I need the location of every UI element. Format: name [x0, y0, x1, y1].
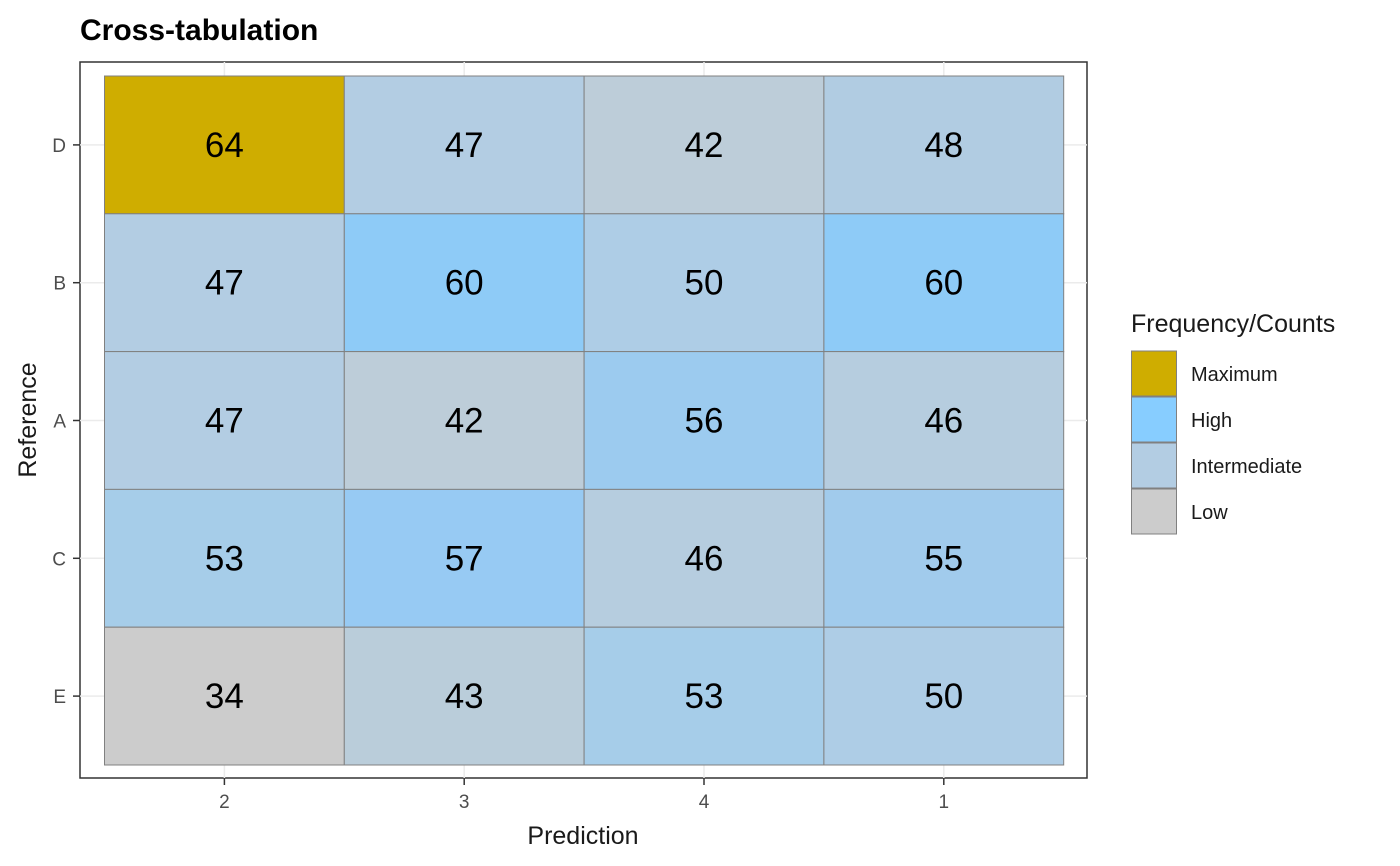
legend-label: Maximum	[1191, 364, 1278, 386]
x-tick-label: 2	[219, 792, 230, 813]
legend-entries: Maximum High Intermediate Low	[1131, 350, 1302, 535]
x-axis-ticks: 2 3 4 1	[219, 778, 949, 813]
heatmap-cells	[104, 75, 1065, 766]
y-tick-label: E	[53, 687, 66, 708]
y-tick-label: C	[52, 549, 66, 570]
heatmap-cell	[823, 626, 1065, 766]
heatmap-cell	[343, 351, 585, 490]
legend-swatch	[1131, 442, 1177, 489]
heatmap-cell	[343, 626, 585, 766]
x-axis-title: Prediction	[527, 822, 638, 850]
heatmap-cell	[583, 488, 825, 628]
cell-value-label: 42	[445, 402, 484, 441]
heatmap-cell	[343, 488, 585, 628]
cell-value-label: 34	[205, 677, 244, 716]
chart-title: Cross-tabulation	[80, 14, 318, 47]
y-tick-label: D	[52, 136, 66, 157]
heatmap-cell	[104, 75, 345, 215]
cell-value-label: 64	[205, 126, 244, 165]
cell-value-label: 53	[685, 677, 724, 716]
y-axis-ticks: D B A C E	[52, 136, 80, 708]
cell-value-label: 46	[924, 402, 963, 441]
cell-value-label: 53	[205, 539, 244, 578]
cell-value-label: 60	[924, 264, 963, 303]
cell-value-label: 46	[685, 539, 724, 578]
legend-label: Low	[1191, 502, 1228, 524]
heatmap-cell	[583, 213, 825, 353]
legend-label: High	[1191, 410, 1232, 432]
cell-value-label: 47	[205, 264, 244, 303]
legend-swatch	[1131, 350, 1177, 397]
heatmap-cell	[823, 488, 1065, 628]
heatmap-cell	[104, 213, 345, 353]
y-axis-title: Reference	[14, 362, 42, 477]
cell-value-label: 48	[924, 126, 963, 165]
cell-value-label: 42	[685, 126, 724, 165]
legend-swatch	[1131, 488, 1177, 535]
cell-value-label: 57	[445, 539, 484, 578]
heatmap-cell	[343, 213, 585, 353]
cell-value-label: 50	[924, 677, 963, 716]
legend-swatch	[1131, 396, 1177, 443]
cell-value-label: 55	[924, 539, 963, 578]
cell-value-label: 56	[685, 402, 724, 441]
cell-value-label: 43	[445, 677, 484, 716]
x-tick-label: 3	[459, 792, 470, 813]
cell-value-label: 50	[685, 264, 724, 303]
heatmap-cell	[823, 351, 1065, 490]
heatmap-cell	[104, 351, 345, 490]
y-tick-label: B	[53, 274, 66, 295]
cell-value-label: 47	[205, 402, 244, 441]
heatmap-cell	[104, 488, 345, 628]
heatmap-cell	[104, 626, 345, 766]
heatmap-cell	[823, 213, 1065, 353]
y-tick-label: A	[53, 412, 66, 433]
heatmap-cell-labels: 64 47 42 48 47 60 50 60 47 42 56 46 53 57 46 55 34 43 53 50	[205, 126, 963, 716]
legend-title: Frequency/Counts	[1131, 310, 1335, 338]
legend-label: Intermediate	[1191, 456, 1302, 478]
legend: Frequency/Counts Maximum High Intermediate…	[1131, 310, 1335, 535]
cell-value-label: 60	[445, 264, 484, 303]
x-tick-label: 1	[939, 792, 950, 813]
x-tick-label: 4	[699, 792, 710, 813]
cell-value-label: 47	[445, 126, 484, 165]
